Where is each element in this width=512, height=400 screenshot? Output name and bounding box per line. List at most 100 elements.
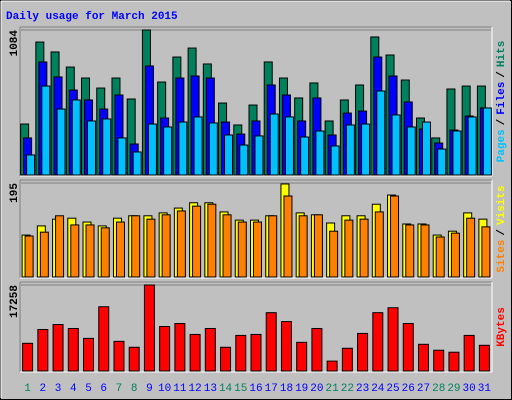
bar: [239, 144, 249, 176]
bar: [85, 224, 95, 278]
bar: [341, 347, 353, 372]
bar: [437, 148, 447, 176]
bar: [224, 134, 234, 176]
bar: [41, 85, 51, 176]
bar: [268, 215, 278, 278]
legend: Pages / Files / Hits: [496, 41, 508, 163]
bar: [56, 108, 66, 176]
bar: [207, 203, 217, 278]
bar: [113, 340, 125, 372]
bar: [463, 334, 475, 372]
y-tick-label: 195: [9, 183, 21, 203]
bar: [222, 214, 232, 278]
x-tick-label: 20: [310, 383, 323, 395]
bar: [420, 224, 430, 278]
bar: [26, 154, 36, 176]
bar: [220, 346, 232, 372]
bar: [102, 118, 112, 176]
x-tick-label: 29: [447, 383, 460, 395]
legend-entry: Hits: [496, 41, 508, 67]
x-tick-label: 15: [234, 383, 247, 395]
bar: [87, 120, 97, 176]
bar: [448, 351, 460, 372]
x-tick-label: 13: [204, 383, 217, 395]
bar: [374, 211, 384, 278]
bar: [405, 224, 415, 278]
x-tick-label: 8: [131, 383, 138, 395]
bar: [387, 307, 399, 372]
legend: Sites / Visits: [496, 185, 508, 272]
y-tick-label: 17258: [9, 285, 21, 318]
legend-entry: Pages: [496, 129, 508, 162]
bar: [280, 321, 292, 372]
bar: [189, 333, 201, 372]
bar: [159, 326, 171, 372]
x-tick-label: 1: [24, 383, 31, 395]
x-tick-label: 10: [158, 383, 171, 395]
bar: [237, 221, 247, 278]
legend-separator: /: [496, 229, 508, 236]
bar: [391, 114, 401, 176]
x-tick-label: 24: [371, 383, 385, 395]
bar: [265, 312, 277, 372]
bar: [250, 333, 262, 372]
x-tick-label: 6: [100, 383, 107, 395]
x-tick-label: 21: [326, 383, 340, 395]
x-tick-label: 3: [55, 383, 62, 395]
bar: [284, 116, 294, 176]
bar: [117, 137, 127, 176]
bar: [481, 226, 491, 278]
bar: [174, 323, 186, 372]
bar: [435, 236, 445, 278]
bar: [24, 235, 34, 278]
bar: [298, 215, 308, 278]
x-tick-label: 27: [417, 383, 430, 395]
bar: [452, 130, 462, 176]
bar: [269, 113, 279, 176]
bar: [417, 343, 429, 372]
bar: [344, 219, 354, 278]
bar: [55, 215, 65, 278]
bar: [254, 135, 264, 176]
bar: [450, 232, 460, 278]
bar: [37, 328, 49, 372]
bar: [100, 227, 110, 278]
bar: [83, 337, 95, 372]
bar: [402, 323, 414, 372]
bar: [52, 324, 64, 372]
x-tick-label: 18: [280, 383, 293, 395]
bar: [208, 122, 218, 176]
bar: [193, 116, 203, 176]
x-tick-label: 23: [356, 383, 369, 395]
bar: [376, 90, 386, 176]
bar: [467, 116, 477, 176]
bar: [128, 346, 140, 372]
bar: [311, 327, 323, 372]
bar: [176, 210, 186, 278]
x-tick-label: 26: [402, 383, 415, 395]
legend-entry: KBytes: [496, 307, 508, 347]
bar: [39, 231, 49, 278]
x-tick-label: 31: [478, 383, 492, 395]
bar: [98, 306, 110, 372]
bar: [421, 121, 431, 176]
bar: [178, 121, 188, 176]
bar: [300, 136, 310, 176]
x-tick-label: 16: [249, 383, 262, 395]
bar: [204, 327, 216, 372]
bar: [372, 312, 384, 372]
x-tick-label: 12: [188, 383, 201, 395]
bar: [132, 151, 142, 176]
bar: [163, 126, 173, 176]
bar: [466, 217, 476, 278]
bar: [235, 334, 247, 372]
bar: [478, 344, 490, 372]
x-tick-label: 14: [219, 383, 233, 395]
bar: [390, 195, 400, 278]
x-tick-label: 22: [341, 383, 354, 395]
bar: [345, 124, 355, 176]
bar: [433, 349, 445, 372]
bar: [326, 360, 338, 372]
bar: [143, 284, 155, 372]
